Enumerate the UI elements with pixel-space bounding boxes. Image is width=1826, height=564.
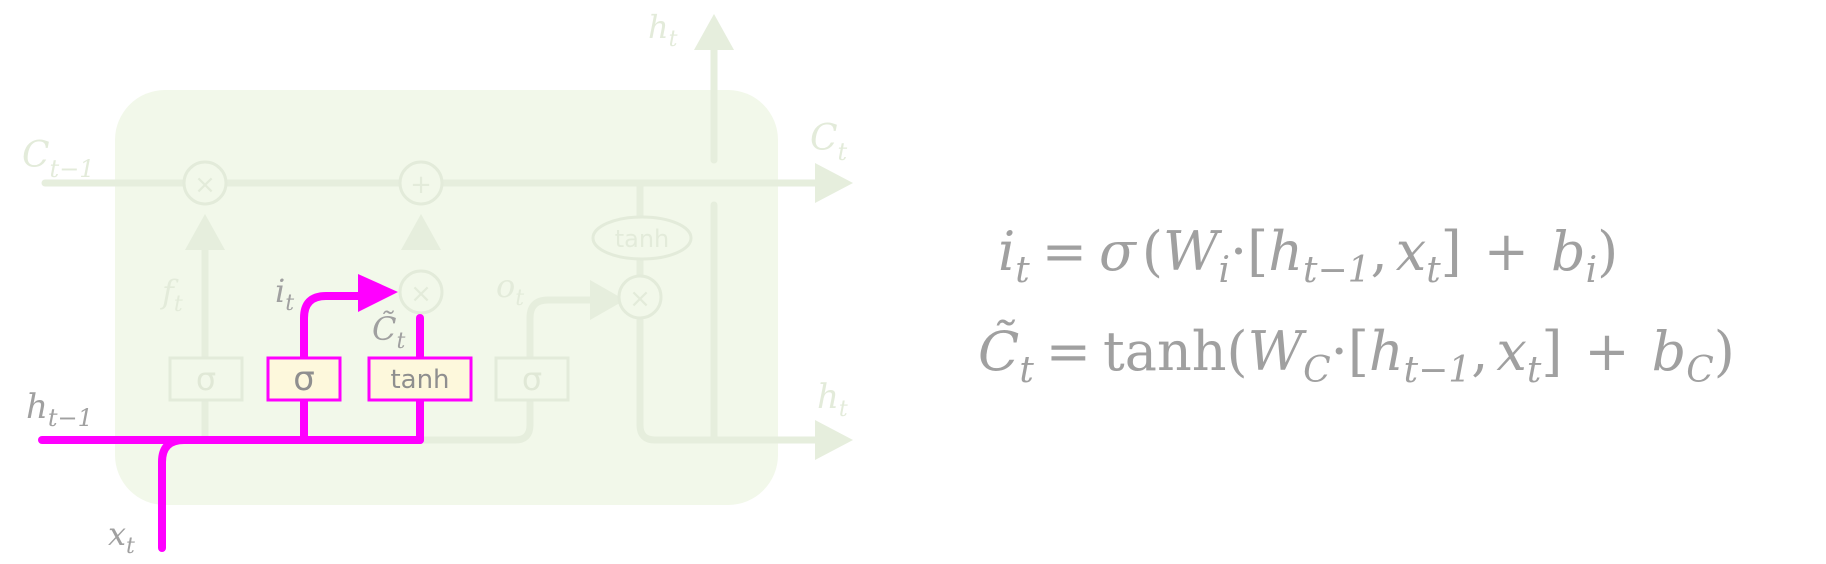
forget-multiply-op [182,160,228,206]
cell-tanh-op [591,215,693,261]
label-h-right: ht [817,377,848,422]
cell-add-op [398,160,444,206]
label-x: xt [108,515,135,559]
lstm-cell-diagram: × + × × tanh σ σ Ct−1 Ct ht ht ft ot [22,8,853,559]
input-multiply-op [398,269,444,315]
h-up-arrowhead [694,14,734,50]
output-gate-box [494,356,570,402]
faded-labels: Ct−1 Ct ht ht ft ot [22,8,848,422]
candidate-gate-box [367,356,473,402]
plus-arrowhead [401,214,441,250]
highlight-input-arrowhead [358,274,398,312]
label-h-prev: ht−1 [26,387,93,432]
forget-arrowhead [185,214,225,250]
output-multiply-symbol: × [629,284,651,314]
output-arrowhead [590,280,625,320]
active-labels: ht−1 xt it C̃t [26,272,405,559]
cell-out-arrowhead [815,163,853,203]
label-c-out: Ct [810,118,848,166]
highlighted-input-path [38,292,424,552]
cell-add-symbol: + [410,170,432,200]
candidate-gate-label: tanh [390,365,449,395]
cell-tanh-label: tanh [615,225,670,253]
forget-gate-box [168,356,244,402]
highlight-x-line [158,436,188,552]
output-multiply-op [617,274,663,320]
forget-gate-label: σ [196,360,216,398]
label-ctilde: C̃t [372,310,405,354]
op-symbols: × + × × tanh [194,170,669,314]
label-c-prev: Ct−1 [22,135,95,183]
input-gate-box [266,356,342,402]
equation-candidate: C̃t = tanh(WC·[ht−1, xt] + bC) [978,319,1735,391]
faded-arrowheads [185,14,853,460]
h-right-arrowhead [815,420,853,460]
label-h-top: ht [648,8,678,52]
h-right-path [636,316,819,444]
label-o: ot [496,267,524,311]
input-multiply-symbol: × [410,279,432,309]
bottom-output-line [416,391,534,444]
faded-gates: σ σ [168,356,570,402]
equation-input-gate: it = σ (Wi·[ht−1, xt] + bi) [998,220,1618,291]
output-gate-label: σ [522,360,542,398]
equations: it = σ (Wi·[ht−1, xt] + bi) C̃t = tanh(WC·[ht−1,… [978,220,1735,391]
forget-multiply-symbol: × [194,170,216,200]
label-i: it [275,272,294,316]
output-gate-path [526,296,599,364]
highlight-input-curve [300,292,366,362]
input-gate-label: σ [293,359,315,399]
highlighted-gates: σ tanh [266,356,473,402]
pointwise-ops [182,160,693,320]
